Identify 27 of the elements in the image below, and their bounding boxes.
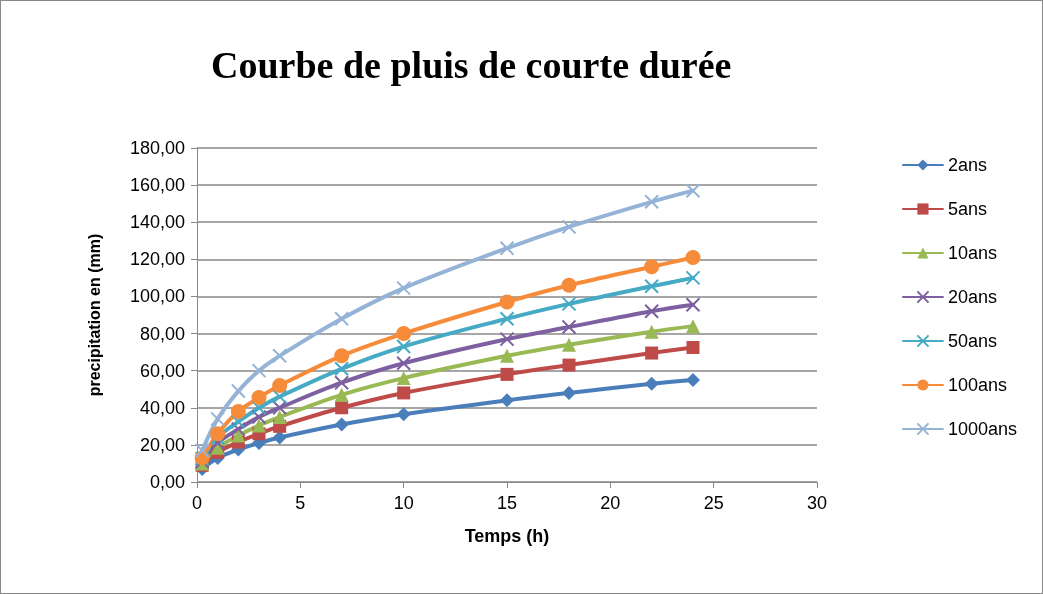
chart-title: Courbe de pluis de courte durée xyxy=(211,44,732,86)
y-tick-label: 100,00 xyxy=(129,286,185,307)
x-axis-title: Temps (h) xyxy=(464,526,550,546)
legend-label: 5ans xyxy=(947,199,987,219)
y-tick-label: 40,00 xyxy=(139,397,185,418)
y-axis-title: precipitation en (mm) xyxy=(85,233,103,397)
legend-label: 50ans xyxy=(947,331,997,351)
x-tick-label: 5 xyxy=(295,493,306,513)
y-tick-label: 80,00 xyxy=(139,323,185,344)
legend-label: 100ans xyxy=(947,375,1007,395)
y-tick-label: 160,00 xyxy=(129,175,185,196)
x-tick-label: 15 xyxy=(496,493,518,513)
x-tick-label: 0 xyxy=(191,493,203,513)
legend-label: 2ans xyxy=(947,155,987,175)
legend-label: 1000ans xyxy=(947,419,1018,439)
x-tick-label: 25 xyxy=(703,493,724,513)
y-tick-label: 0,00 xyxy=(149,472,185,492)
x-tick-label: 30 xyxy=(806,493,828,513)
legend-label: 10ans xyxy=(947,243,997,263)
y-tick-label: 140,00 xyxy=(129,212,185,233)
y-tick-label: 120,00 xyxy=(129,249,185,270)
y-tick-label: 180,00 xyxy=(129,138,185,158)
x-tick-label: 20 xyxy=(600,493,621,513)
x-tick-label: 10 xyxy=(393,493,414,513)
legend-label: 20ans xyxy=(947,287,997,307)
y-tick-label: 20,00 xyxy=(139,434,185,455)
y-tick-label: 60,00 xyxy=(139,360,185,381)
